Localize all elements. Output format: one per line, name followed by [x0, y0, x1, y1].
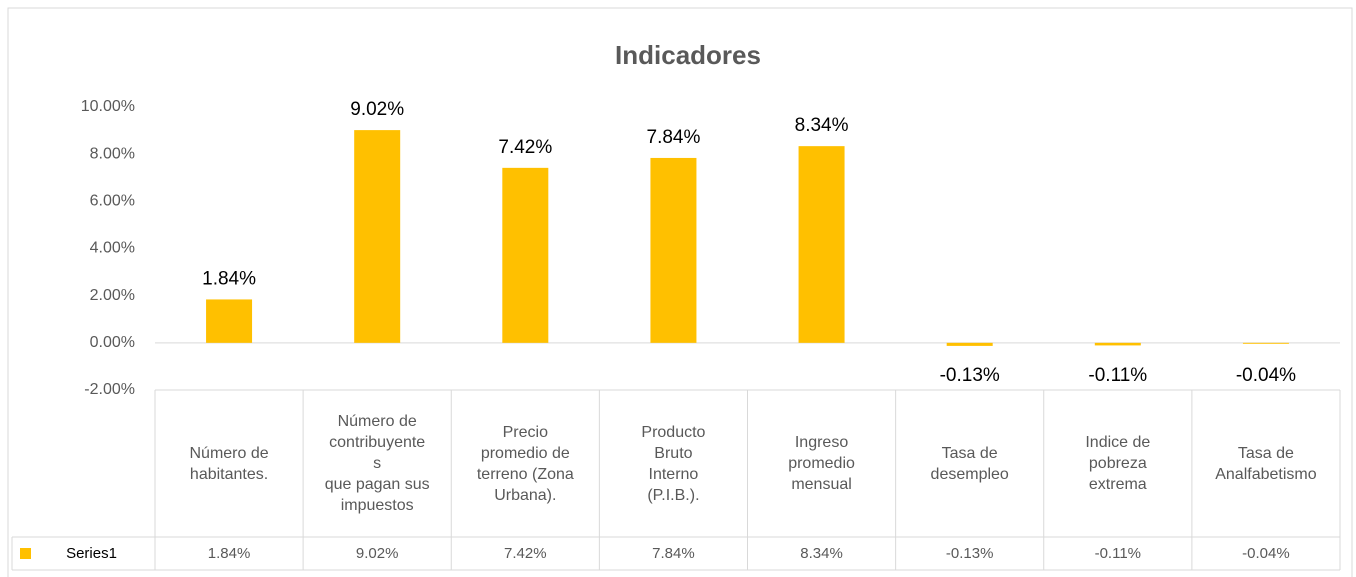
y-tick-label: 2.00% [90, 287, 135, 304]
category-label: Tasa de desempleo [930, 444, 1009, 483]
table-value: 7.84% [652, 545, 695, 562]
legend-key [20, 548, 31, 559]
y-tick-label: 6.00% [90, 193, 135, 210]
bar [502, 167, 549, 343]
category-label: Ingreso promedio mensual [788, 434, 855, 493]
data-label: 8.34% [795, 115, 849, 136]
category-label: Indice de pobreza extrema [1085, 434, 1151, 493]
y-tick-label: 4.00% [90, 240, 135, 257]
data-label: 7.84% [647, 127, 701, 148]
table-value: -0.04% [1242, 545, 1290, 562]
table-value: -0.13% [945, 545, 994, 562]
table-value: 9.02% [355, 545, 399, 562]
data-label: 7.42% [498, 137, 552, 158]
y-tick-label: -2.00% [84, 381, 135, 398]
category-label: Número de contribuyente s que pagan sus … [324, 413, 430, 514]
y-tick-label: 0.00% [90, 334, 135, 351]
bar [798, 146, 845, 343]
legend-label: Series1 [66, 545, 117, 562]
category-label: Producto Bruto Interno (P.I.B.). [641, 423, 706, 504]
table-value: -0.11% [1094, 545, 1142, 562]
data-label: -0.13% [940, 365, 1000, 386]
data-label: -0.04% [1236, 365, 1296, 386]
bar [1094, 342, 1141, 346]
table-value: 7.42% [504, 545, 547, 562]
y-tick-label: 8.00% [90, 145, 135, 162]
bar [650, 157, 697, 343]
category-label: Tasa de Analfabetismo [1215, 444, 1317, 483]
bar [354, 130, 401, 343]
y-tick-label: 10.00% [81, 98, 135, 115]
table-value: 1.84% [207, 545, 251, 562]
data-label: 9.02% [350, 99, 404, 120]
table-value: 8.34% [800, 545, 843, 562]
chart-title: Indicadores [615, 40, 761, 70]
data-label: -0.11% [1088, 365, 1147, 386]
chart-border [7, 7, 1353, 577]
bar [206, 299, 253, 343]
bar [946, 342, 993, 346]
bar [1242, 342, 1289, 344]
category-label: Precio promedio de terreno (Zona Urbana)… [476, 423, 574, 504]
category-label: Número de habitantes. [189, 444, 269, 483]
data-label: 1.84% [202, 268, 256, 289]
